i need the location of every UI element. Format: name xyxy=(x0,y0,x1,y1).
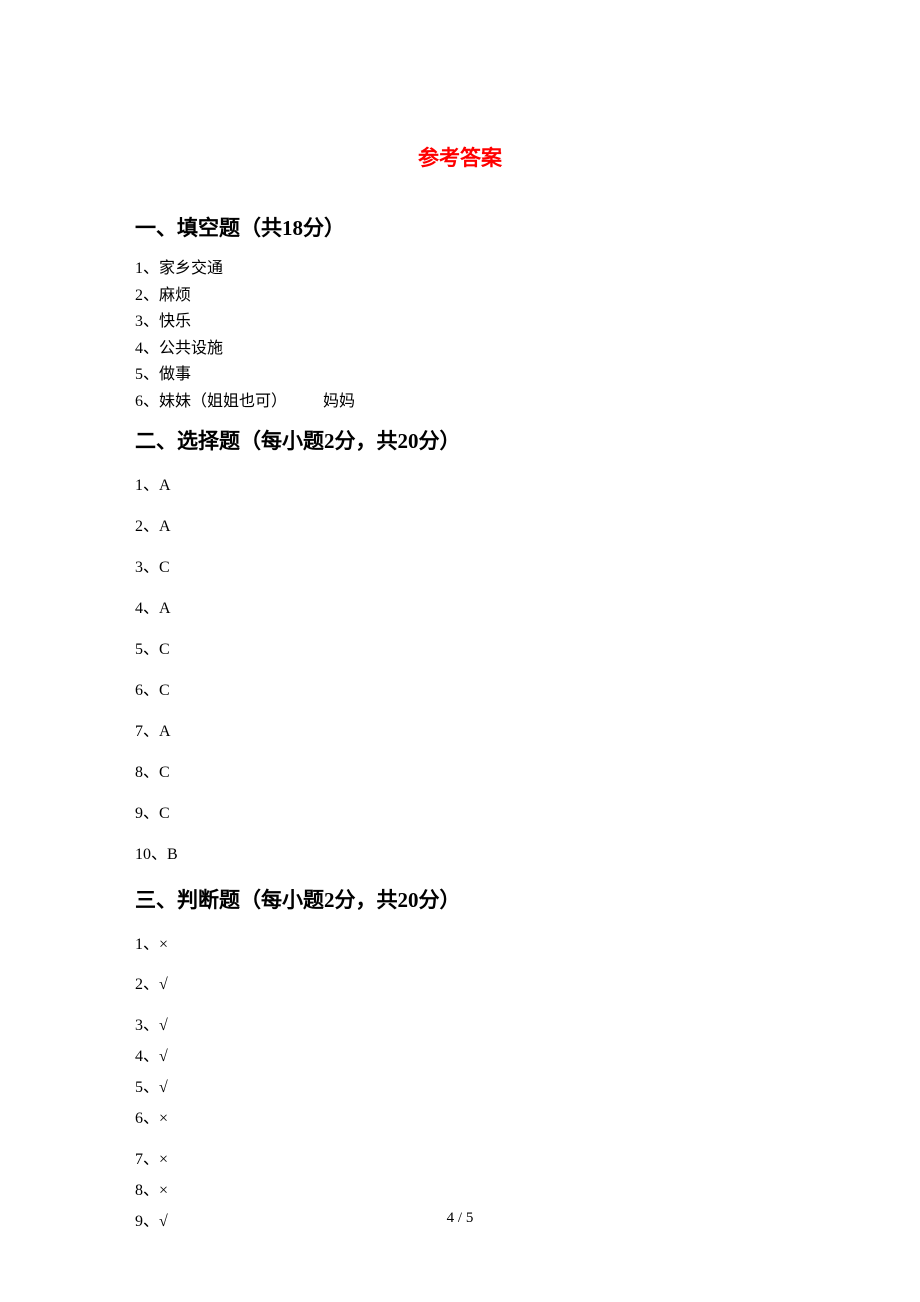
answer-item: 4、√ xyxy=(135,1044,785,1070)
page-number: 4 / 5 xyxy=(0,1210,920,1227)
answer-item: 3、C xyxy=(135,555,785,581)
section-2-header: 二、选择题（每小题2分，共20分） xyxy=(135,425,785,455)
answer-item: 6、妹妹（姐姐也可）妈妈 xyxy=(135,389,785,415)
page-content: 参考答案 一、填空题（共18分） 1、家乡交通 2、麻烦 3、快乐 4、公共设施… xyxy=(0,0,920,1234)
answer-item: 2、√ xyxy=(135,972,785,998)
answer-item: 5、C xyxy=(135,637,785,663)
section-3-header: 三、判断题（每小题2分，共20分） xyxy=(135,884,785,914)
answer-item: 8、× xyxy=(135,1178,785,1204)
answer-item: 3、快乐 xyxy=(135,309,785,335)
answer-item: 6、× xyxy=(135,1106,785,1132)
answer-item: 7、× xyxy=(135,1147,785,1173)
section-1-header: 一、填空题（共18分） xyxy=(135,212,785,242)
answer-item: 6、C xyxy=(135,678,785,704)
answer-item: 8、C xyxy=(135,760,785,786)
answer-item: 1、A xyxy=(135,473,785,499)
answer-item: 3、√ xyxy=(135,1013,785,1039)
answer-item: 4、A xyxy=(135,596,785,622)
answer-item: 1、家乡交通 xyxy=(135,256,785,282)
answer-item: 10、B xyxy=(135,842,785,868)
section-multiple-choice: 二、选择题（每小题2分，共20分） 1、A 2、A 3、C 4、A 5、C 6、… xyxy=(135,425,785,868)
section-true-false: 三、判断题（每小题2分，共20分） 1、× 2、√ 3、√ 4、√ 5、√ 6、… xyxy=(135,884,785,1235)
answer-item: 2、A xyxy=(135,514,785,540)
answer-item: 1、× xyxy=(135,932,785,958)
answer-item: 9、C xyxy=(135,801,785,827)
answer-item: 4、公共设施 xyxy=(135,336,785,362)
answer-key-title: 参考答案 xyxy=(135,142,785,172)
answer-item: 5、√ xyxy=(135,1075,785,1101)
answer-item: 5、做事 xyxy=(135,362,785,388)
answer-item: 7、A xyxy=(135,719,785,745)
section-fill-blank: 一、填空题（共18分） 1、家乡交通 2、麻烦 3、快乐 4、公共设施 5、做事… xyxy=(135,212,785,415)
answer-item: 2、麻烦 xyxy=(135,283,785,309)
